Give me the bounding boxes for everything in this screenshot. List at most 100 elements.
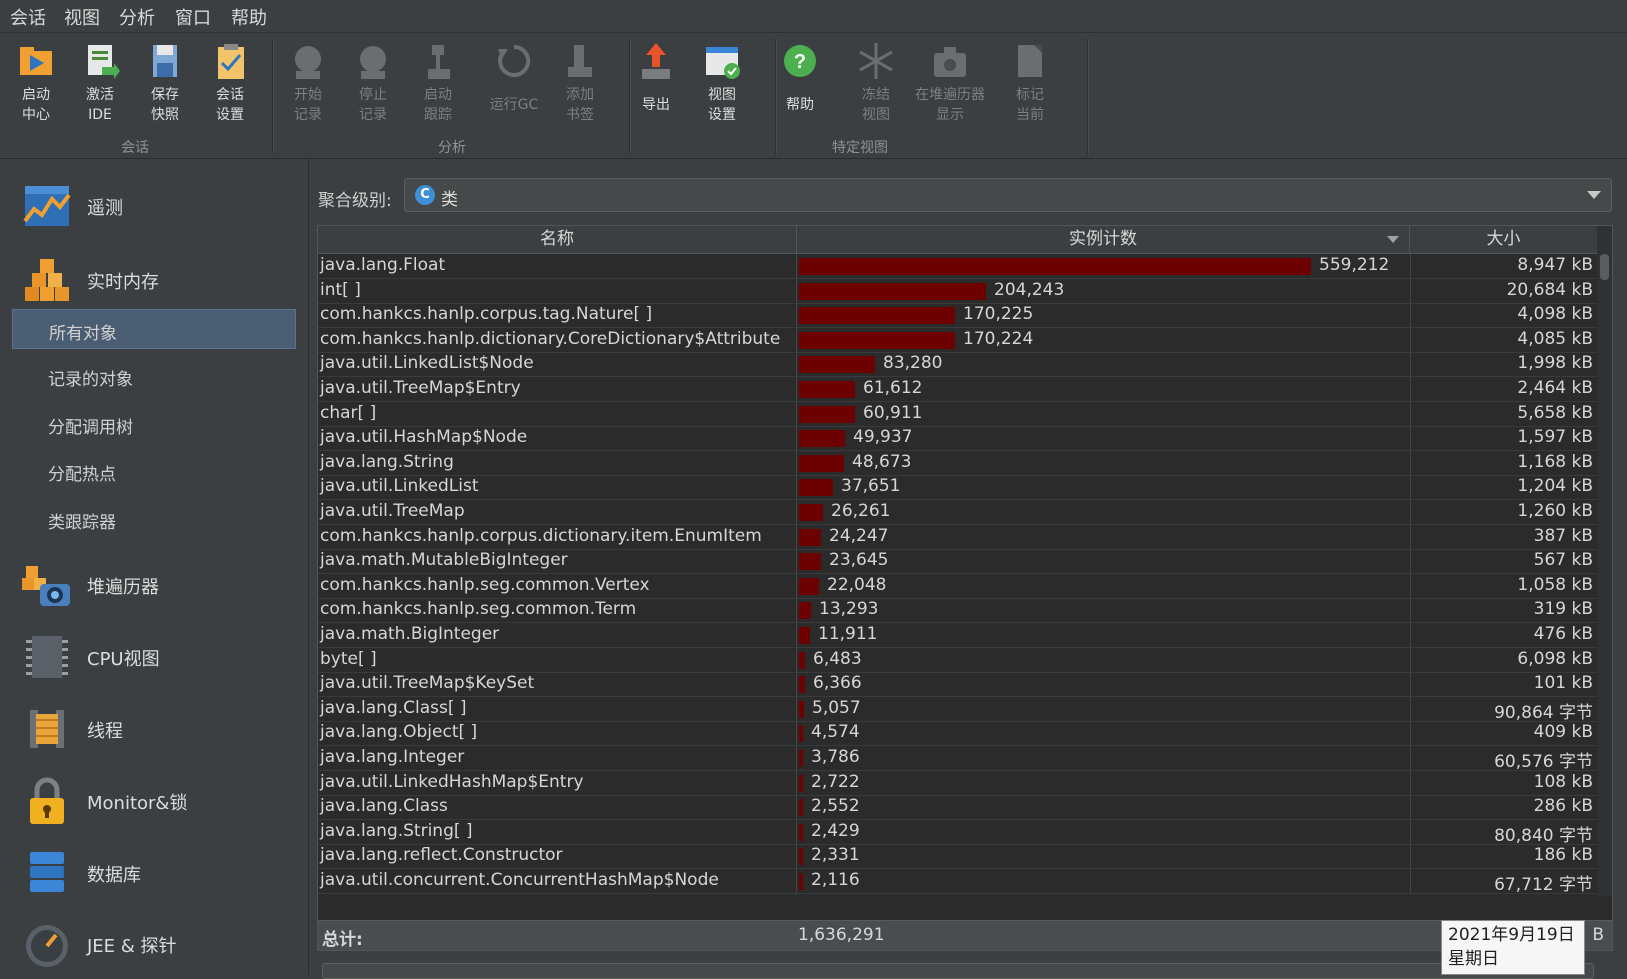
vertical-scrollbar[interactable] [1597, 226, 1612, 896]
toolbar-button-add-bookmark[interactable]: 添加 书签 [540, 41, 620, 125]
toolbar-button-start-recording[interactable]: 开始 记录 [268, 41, 348, 125]
toolbar-button-session-settings[interactable]: 会话 设置 [190, 41, 270, 125]
sidebar-item-heap-walker[interactable]: 堆遍历器 [22, 555, 302, 615]
aggregation-level-select[interactable]: C 类 [404, 178, 1612, 212]
sidebar-item-telemetry[interactable]: 遥测 [22, 176, 302, 236]
table-row[interactable]: int[ ] 204,243 20,684 kB [318, 278, 1598, 304]
instance-count-cell: 559,212 [796, 254, 1411, 279]
sidebar-sub-allocation-call-tree[interactable]: 分配调用树 [48, 418, 133, 438]
toolbar-button-stop-recording[interactable]: 停止 记录 [333, 41, 413, 125]
instance-count-value: 4,574 [811, 722, 860, 743]
toolbar-button-save-snapshot[interactable]: 保存 快照 [125, 41, 205, 125]
sort-descending-icon [1387, 236, 1399, 243]
toolbar-button-mark-current[interactable]: 标记 当前 [990, 41, 1070, 125]
toolbar-button-view-settings[interactable]: 视图 设置 [682, 41, 762, 125]
toolbar-button-label: 帮助 [786, 97, 814, 113]
instance-count-bar [799, 577, 819, 595]
toolbar-button-run-gc[interactable]: 运行GC [474, 41, 554, 115]
toolbar-button-help[interactable]: ? 帮助 [760, 41, 840, 115]
table-row[interactable]: java.util.TreeMap$KeySet 6,366 101 kB [318, 672, 1598, 698]
size-cell: 387 kB [1533, 525, 1593, 546]
sidebar-item-cpu-view[interactable]: CPU视图 [22, 627, 302, 687]
table-row[interactable]: java.util.TreeMap$Entry 61,612 2,464 kB [318, 377, 1598, 402]
toolbar-button-start-tracking[interactable]: 启动 跟踪 [398, 41, 478, 125]
table-row[interactable]: java.util.concurrent.ConcurrentHashMap$N… [318, 869, 1598, 895]
class-name-cell: java.lang.reflect.Constructor [320, 845, 563, 866]
toolbar-button-show-in-heap-walker[interactable]: 在堆遍历器 显示 [910, 41, 990, 125]
toolbar-separator [1087, 39, 1089, 154]
table-row[interactable]: byte[ ] 6,483 6,098 kB [318, 647, 1598, 673]
table-row[interactable]: char[ ] 60,911 5,658 kB [318, 401, 1598, 427]
table-row[interactable]: java.lang.Float 559,212 8,947 kB [318, 254, 1598, 279]
size-cell: 101 kB [1533, 673, 1593, 694]
instance-count-value: 2,116 [811, 870, 860, 890]
mark-current-icon [1018, 45, 1042, 77]
column-header-instance-count[interactable]: 实例计数 [797, 226, 1410, 253]
toolbar-button-label-2: 设置 [708, 107, 736, 123]
filter-input[interactable] [322, 963, 1594, 979]
sidebar-sub-all-objects[interactable]: 所有对象 [12, 309, 296, 349]
column-header-name[interactable]: 名称 [318, 226, 797, 253]
table-row[interactable]: java.util.TreeMap 26,261 1,260 kB [318, 500, 1598, 525]
sidebar-item-live-memory[interactable]: 实时内存 [22, 250, 302, 310]
instance-count-bar [799, 725, 803, 743]
table-row[interactable]: java.util.LinkedList$Node 83,280 1,998 kB [318, 352, 1598, 378]
class-name-cell: java.util.LinkedHashMap$Entry [320, 771, 584, 792]
table-row[interactable]: java.lang.Object[ ] 4,574 409 kB [318, 721, 1598, 747]
menu-view[interactable]: 视图 [64, 8, 100, 29]
sidebar-item-jee-probes[interactable]: JEE & 探针 [22, 914, 302, 974]
date-tooltip: 2021年9月19日 星期日 [1441, 920, 1585, 975]
table-row[interactable]: java.math.MutableBigInteger 23,645 567 kB [318, 549, 1598, 575]
sidebar-item-database[interactable]: 数据库 [22, 843, 302, 903]
instance-count-bar [799, 430, 845, 448]
toolbar-button-activate-ide[interactable]: 激活 IDE [60, 41, 140, 125]
toolbar-button-start-center[interactable]: 启动 中心 [0, 41, 76, 125]
table-row[interactable]: com.hankcs.hanlp.corpus.dictionary.item.… [318, 524, 1598, 550]
table-row[interactable]: java.lang.String 48,673 1,168 kB [318, 450, 1598, 476]
size-cell: 286 kB [1533, 796, 1593, 817]
toolbar-button-freeze-view[interactable]: 冻结 视图 [836, 41, 916, 125]
scrollbar-thumb[interactable] [1600, 254, 1609, 280]
table-row[interactable]: java.lang.reflect.Constructor 2,331 186 kB [318, 844, 1598, 870]
table-row[interactable]: java.lang.String[ ] 2,429 80,840 字节 [318, 819, 1598, 846]
menu-window[interactable]: 窗口 [175, 8, 211, 29]
instance-count-value: 170,225 [963, 304, 1034, 325]
toolbar-button-label: 运行GC [489, 97, 539, 113]
sidebar-item-monitor-lock[interactable]: Monitor&锁 [22, 771, 302, 831]
sidebar-sub-recorded-objects[interactable]: 记录的对象 [48, 370, 133, 390]
stop-recording-icon [360, 46, 386, 79]
sidebar-item-threads[interactable]: 线程 [22, 699, 302, 759]
chevron-down-icon [1587, 191, 1601, 199]
instance-count-bar [799, 504, 823, 521]
sidebar-sub-allocation-hotspots[interactable]: 分配热点 [48, 465, 116, 485]
class-name-cell: char[ ] [320, 402, 377, 423]
table-row[interactable]: com.hankcs.hanlp.dictionary.CoreDictiona… [318, 327, 1598, 353]
class-name-cell: java.util.TreeMap$Entry [320, 378, 521, 398]
menu-analysis[interactable]: 分析 [119, 8, 155, 29]
table-row[interactable]: java.util.LinkedList 37,651 1,204 kB [318, 475, 1598, 501]
menu-help[interactable]: 帮助 [231, 8, 267, 29]
table-row[interactable]: com.hankcs.hanlp.seg.common.Vertex 22,048… [318, 573, 1598, 599]
table-row[interactable]: java.util.HashMap$Node 49,937 1,597 kB [318, 426, 1598, 452]
size-cell: 80,840 字节 [1494, 825, 1593, 846]
column-header-size[interactable]: 大小 [1410, 226, 1598, 253]
database-icon [30, 852, 64, 892]
class-name-cell: int[ ] [320, 279, 361, 300]
table-row[interactable]: java.lang.Class[ ] 5,057 90,864 字节 [318, 696, 1598, 723]
instance-count-bar [799, 479, 833, 497]
menu-session[interactable]: 会话 [10, 8, 46, 29]
sidebar-sub-class-tracker[interactable]: 类跟踪器 [48, 513, 116, 533]
instance-count-bar [799, 282, 986, 300]
toolbar-group-session-label: 会话 [121, 140, 149, 156]
table-row[interactable]: java.math.BigInteger 11,911 476 kB [318, 623, 1598, 648]
table-row[interactable]: java.util.LinkedHashMap$Entry 2,722 108 kB [318, 770, 1598, 796]
table-row[interactable]: com.hankcs.hanlp.corpus.tag.Nature[ ] 170… [318, 303, 1598, 329]
instance-count-cell: 23,645 [796, 549, 1411, 575]
table-row[interactable]: com.hankcs.hanlp.seg.common.Term 13,293 31… [318, 598, 1598, 624]
totals-row: 总计: 1,636,291 B [318, 920, 1612, 950]
table-row[interactable]: java.lang.Class 2,552 286 kB [318, 795, 1598, 821]
instance-count-bar [799, 873, 803, 890]
instance-count-value: 61,612 [863, 378, 923, 398]
toolbar-button-export[interactable]: 导出 [616, 41, 696, 115]
table-row[interactable]: java.lang.Integer 3,786 60,576 字节 [318, 746, 1598, 772]
